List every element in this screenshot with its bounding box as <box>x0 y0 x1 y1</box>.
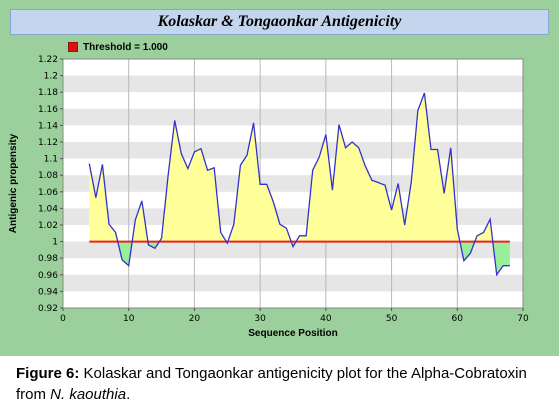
x-tick-label: 0 <box>60 314 66 324</box>
grid-band <box>63 75 523 93</box>
y-tick-label: 1.22 <box>38 55 58 65</box>
x-tick-label: 50 <box>386 314 398 324</box>
y-tick-label: 0.94 <box>38 287 58 297</box>
x-tick-label: 60 <box>452 314 464 324</box>
x-tick-label: 70 <box>517 314 529 324</box>
x-tick-label: 30 <box>254 314 266 324</box>
y-tick-label: 0.92 <box>38 304 58 314</box>
x-axis-title: Sequence Position <box>248 328 337 339</box>
x-tick-label: 10 <box>123 314 135 324</box>
y-tick-label: 1.02 <box>38 221 58 231</box>
y-axis-title: Antigenic propensity <box>8 133 19 233</box>
y-tick-label: 0.96 <box>38 271 58 281</box>
grid-band <box>63 274 523 292</box>
y-tick-label: 1.18 <box>38 88 58 98</box>
y-tick-label: 1.14 <box>38 121 58 131</box>
y-tick-label: 1.16 <box>38 105 58 115</box>
chart-frame: Kolaskar & Tongaonkar Antigenicity 0.92 0… <box>0 0 559 356</box>
y-tick-label: 1.2 <box>44 72 58 82</box>
y-tick-label: 0.98 <box>38 254 58 264</box>
caption-species: N. kaouthia <box>50 386 127 403</box>
legend: Threshold = 1.000 <box>68 40 168 56</box>
plot-border <box>62 58 524 309</box>
y-tick-label: 1 <box>52 238 58 248</box>
caption-end: . <box>126 386 131 403</box>
grid-band <box>63 241 523 259</box>
x-tick-label: 20 <box>189 314 201 324</box>
caption-text: Kolaskar and Tongaonkar antigenicity plo… <box>16 365 527 403</box>
chart-plot: 0.92 0.94 0.96 0.98 1 1.02 1.04 1.06 1.08 1.1 1.12… <box>8 55 529 339</box>
y-tick-label: 1.04 <box>38 204 58 214</box>
grid-band <box>63 142 523 159</box>
chart-title: Kolaskar & Tongaonkar Antigenicity <box>10 9 549 35</box>
y-tick-label: 1.1 <box>44 155 58 165</box>
legend-label-threshold: Threshold = 1.000 <box>83 42 168 53</box>
y-tick-label: 1.08 <box>38 171 58 181</box>
figure-caption: Figure 6: Kolaskar and Tongaonkar antige… <box>16 363 546 405</box>
grid-band <box>63 108 523 126</box>
y-tick-label: 1.06 <box>38 188 58 198</box>
y-tick-label: 1.12 <box>38 138 58 148</box>
caption-label: Figure 6: <box>16 365 80 382</box>
area-above-threshold <box>89 93 510 242</box>
x-tick-label: 40 <box>320 314 332 324</box>
series-line <box>88 92 510 277</box>
legend-swatch-threshold <box>68 42 78 53</box>
